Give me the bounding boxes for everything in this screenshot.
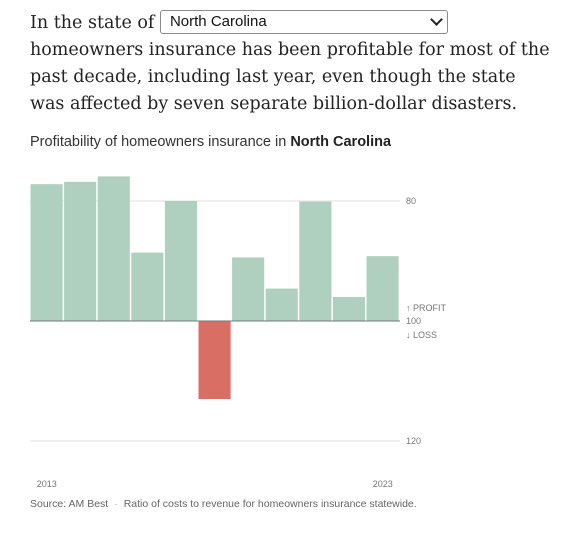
y-tick-label-100: 100 [406,316,421,326]
bar-2013 [30,184,63,321]
lede-paragraph: In the state of North Carolina homeowner… [30,9,550,118]
state-select-value: North Carolina [169,12,267,30]
bar-2021 [299,201,332,321]
bar-2018 [198,321,231,399]
y-tick-label-120: 120 [406,436,421,446]
chart-title-prefix: Profitability of homeowners insurance in [30,134,287,150]
profit-annotation: ↑ PROFIT [406,303,447,313]
state-select[interactable]: North Carolina [159,9,448,34]
chart-title: Profitability of homeowners insurance in… [30,134,391,150]
y-tick-label-80: 80 [406,196,416,206]
lede-before: In the state of [30,13,155,33]
chart-description: Ratio of costs to revenue for homeowners… [123,498,417,510]
chart-title-state: North Carolina [290,134,392,150]
bar-2022 [332,297,365,321]
chevron-down-icon [430,12,443,26]
source-note: Source: AM Best [30,498,109,510]
bar-2017 [164,201,197,321]
bar-2014 [64,181,97,321]
lede-after: homeowners insurance has been profitable… [30,40,550,114]
bar-2019 [232,257,265,321]
bar-2023 [366,256,399,321]
bar-chart: 80 100 120 ↑ PROFIT ↓ LOSS 2013 2023 [30,176,447,489]
bar-2015 [97,176,130,321]
bar-2020 [265,288,298,321]
loss-annotation: ↓ LOSS [406,330,437,340]
x-tick-label-2013: 2013 [37,479,57,489]
chart-footer: Source: AM Best · Ratio of costs to revenu… [30,498,417,510]
bar-2016 [131,252,164,321]
x-tick-label-2023: 2023 [373,479,393,489]
